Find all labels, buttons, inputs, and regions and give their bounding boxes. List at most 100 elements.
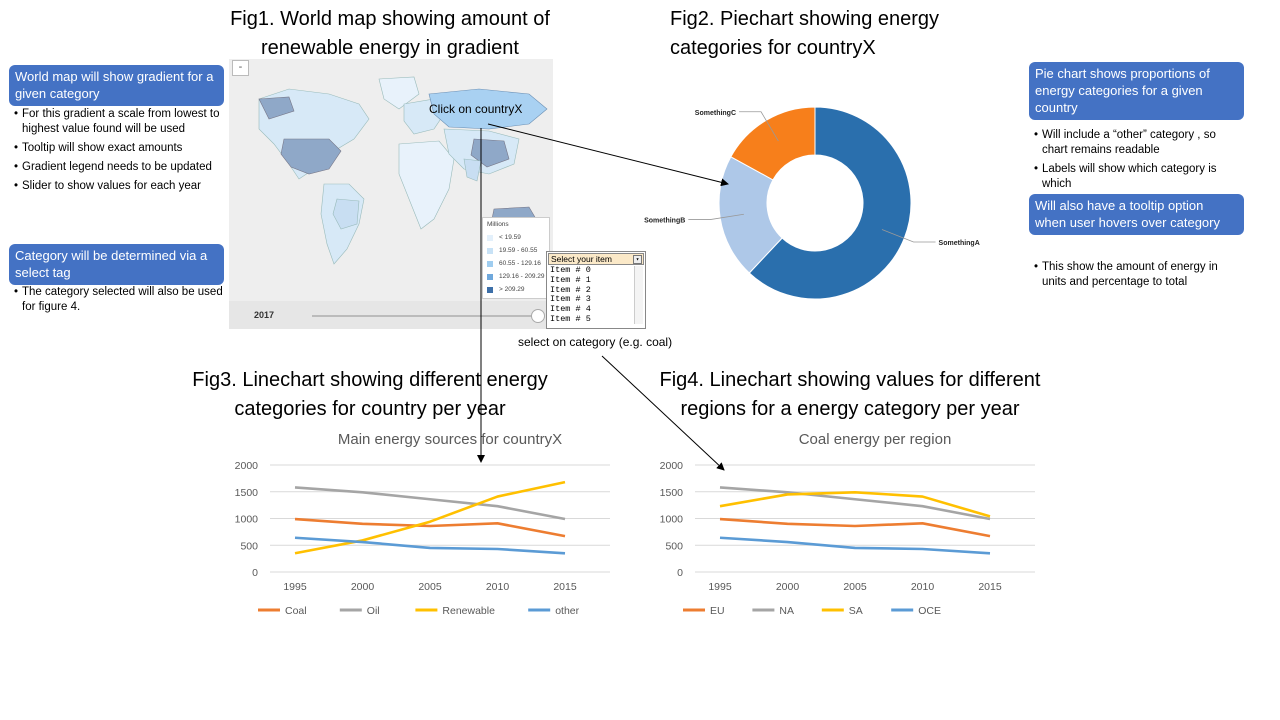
legend-label: Coal — [285, 605, 307, 617]
x-tick-label: 2000 — [776, 581, 800, 593]
x-tick-label: 2005 — [843, 581, 867, 593]
bullet: Labels will show which category is which — [1034, 162, 1244, 192]
y-tick-label: 500 — [665, 540, 683, 552]
x-tick-label: 2010 — [911, 581, 935, 593]
legend-label: other — [555, 605, 579, 617]
left-callout-map-gradient: World map will show gradient for a given… — [9, 65, 224, 106]
select-caption: select on category (e.g. coal) — [518, 335, 673, 349]
legend-label: SA — [849, 605, 863, 617]
fig3-title: Fig3. Linechart showing different energy… — [192, 369, 548, 420]
select-option[interactable]: Item # 0 — [550, 265, 591, 275]
legend-label: > 209.29 — [499, 286, 525, 293]
y-tick-label: 1000 — [660, 514, 684, 526]
select-option[interactable]: Item # 2 — [550, 284, 591, 295]
pie-slice[interactable] — [718, 156, 783, 274]
pie-leader-line — [739, 111, 779, 142]
pie-slice[interactable] — [748, 106, 912, 300]
left-callout-select-tag: Category will be determined via a select… — [9, 244, 224, 285]
year-label: 2017 — [254, 310, 275, 320]
chevron-down-icon[interactable]: ▾ — [633, 255, 642, 264]
x-tick-label: 2015 — [553, 581, 577, 593]
world-map-shapes — [258, 76, 548, 265]
series-line[interactable] — [294, 486, 566, 521]
legend-label: EU — [710, 605, 725, 617]
map-legend: Millions < 19.59 19.59 - 60.55 60.55 - 129… — [482, 217, 550, 299]
legend-label: 129.16 - 209.29 — [499, 273, 545, 280]
select-list[interactable]: Item # 0 Item # 1 Item # 2 Item # 3 Item # 4… — [550, 265, 645, 325]
legend-label: 19.59 - 60.55 — [499, 247, 538, 254]
map-africa — [398, 140, 455, 230]
year-slider-bar[interactable]: 2017 — [229, 301, 553, 329]
bullet: Will include a “other” category , so cha… — [1034, 128, 1244, 158]
map-greenland — [378, 76, 420, 110]
fig1-title: Fig1. World map showing amount of renewa… — [230, 8, 550, 59]
legend-row: 60.55 - 129.16 — [483, 257, 549, 270]
legend-swatch — [487, 234, 493, 241]
zoom-out-button[interactable]: - — [232, 60, 249, 76]
legend-swatch — [487, 260, 493, 267]
series-line[interactable] — [294, 480, 566, 555]
select-option[interactable]: Item # 4 — [550, 304, 591, 315]
legend-swatch — [487, 286, 493, 293]
fig4-line-chart: Coal energy per region 0 500 1000 1500 2000 19… — [660, 431, 1035, 617]
pie-label: SomethingB — [644, 218, 685, 225]
pie-label: SomethingA — [939, 240, 980, 247]
legend-row: > 209.29 — [483, 283, 549, 296]
map-brazil — [332, 198, 360, 230]
y-tick-label: 0 — [677, 567, 683, 579]
pie-label: SomethingC — [695, 110, 736, 117]
legend-swatch — [487, 247, 493, 254]
series-line[interactable] — [294, 517, 566, 538]
series-line[interactable] — [719, 486, 991, 521]
y-tick-label: 0 — [252, 567, 258, 579]
y-tick-label: 2000 — [235, 460, 259, 472]
series-line[interactable] — [719, 536, 991, 555]
map-usa — [280, 138, 342, 175]
fig2-pie-chart: SomethingA SomethingB SomethingC — [644, 106, 980, 300]
select-option[interactable]: Item # 1 — [550, 274, 591, 285]
category-select[interactable]: Select your item ▾ Item # 0 Item # 1 Item … — [546, 251, 646, 329]
legend-title: Millions — [487, 221, 509, 228]
legend-row: 129.16 - 209.29 — [483, 270, 549, 283]
fig4-title: Fig4. Linechart showing values for diffe… — [659, 369, 1041, 420]
chart-title: Coal energy per region — [799, 431, 952, 448]
legend-label: Oil — [367, 605, 380, 617]
select-option[interactable]: Item # 3 — [550, 294, 591, 305]
right-callout-pie: Pie chart shows proportions of energy ca… — [1029, 62, 1244, 120]
pie-leader-line — [881, 229, 936, 243]
y-tick-label: 2000 — [660, 460, 684, 472]
x-tick-label: 2000 — [351, 581, 375, 593]
legend-label: NA — [779, 605, 794, 617]
y-tick-label: 1000 — [235, 514, 259, 526]
series-line[interactable] — [719, 490, 991, 518]
bullet: Tooltip will show exact amounts — [14, 141, 224, 156]
series-line[interactable] — [719, 517, 991, 538]
legend-swatch — [487, 273, 493, 280]
select-scrollbar[interactable] — [634, 266, 643, 324]
legend-rows: < 19.59 19.59 - 60.55 60.55 - 129.16 129.16… — [483, 231, 549, 296]
right-bullets-2: This show the amount of energy in units … — [1034, 260, 1244, 294]
bullet: Slider to show values for each year — [14, 179, 224, 194]
fig3-line-chart: Main energy sources for countryX 0 500 1000… — [235, 431, 610, 617]
world-map[interactable]: - Click on countryX 2017 — [229, 59, 553, 329]
select-option[interactable]: Item # 5 — [550, 313, 591, 324]
bullet: The category selected will also be used … — [14, 285, 224, 315]
map-canada-patch — [258, 96, 295, 120]
select-header[interactable]: Select your item ▾ — [548, 253, 644, 265]
y-tick-label: 500 — [240, 540, 258, 552]
pie-slice[interactable] — [730, 106, 816, 181]
legend-label: OCE — [918, 605, 941, 617]
year-slider-handle[interactable] — [531, 309, 545, 323]
right-bullets-1: Will include a “other” category , so cha… — [1034, 128, 1244, 196]
click-country-label: Click on countryX — [429, 102, 523, 116]
bullet: For this gradient a scale from lowest to… — [14, 107, 224, 137]
legend-label: 60.55 - 129.16 — [499, 260, 541, 267]
x-tick-label: 2010 — [486, 581, 510, 593]
fig2-title: Fig2. Piechart showing energy categories… — [670, 8, 940, 59]
right-callout-tooltip: Will also have a tooltip option when use… — [1029, 194, 1244, 235]
legend-label: < 19.59 — [499, 234, 521, 241]
year-slider-track[interactable] — [312, 315, 537, 317]
chart-title: Main energy sources for countryX — [338, 431, 562, 448]
left-bullets-2: The category selected will also be used … — [14, 285, 224, 319]
series-line[interactable] — [294, 536, 566, 555]
